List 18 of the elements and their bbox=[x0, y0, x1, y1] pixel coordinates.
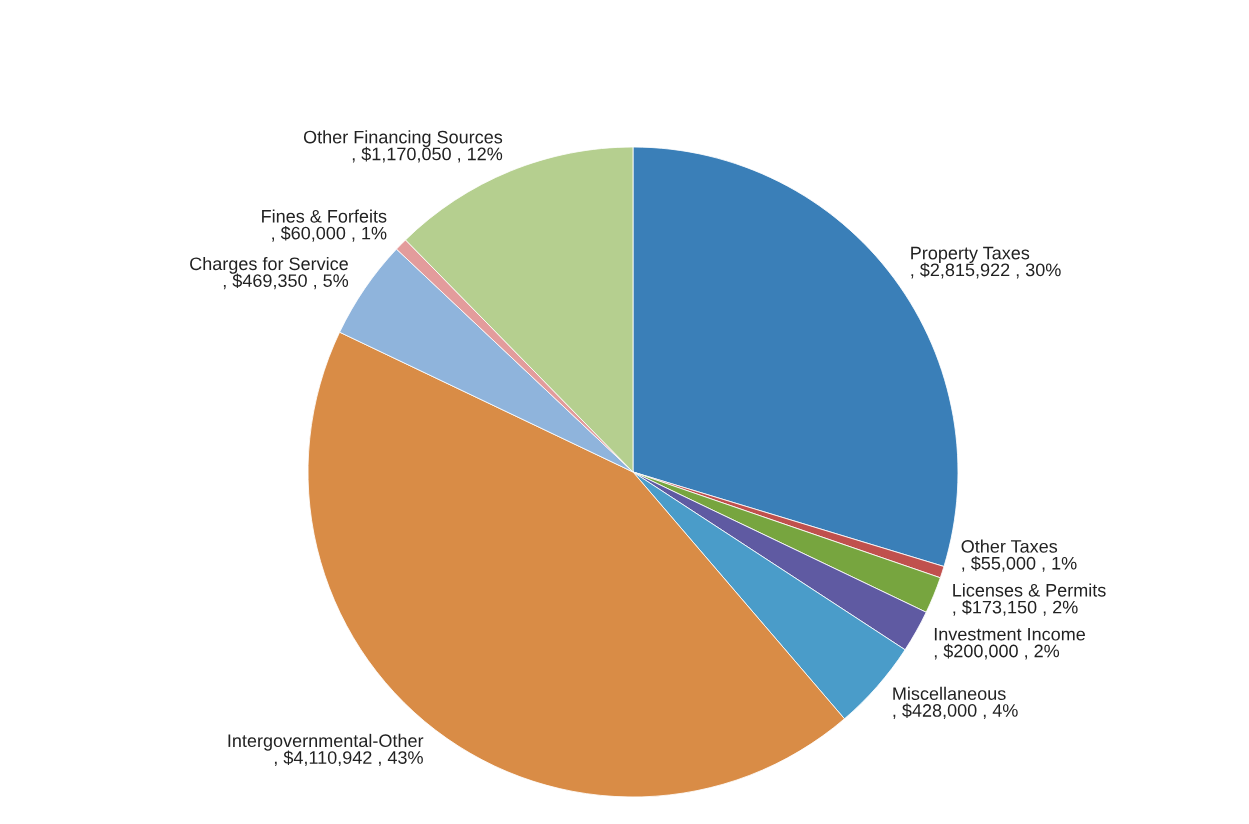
slice-label: Licenses & Permits bbox=[953, 583, 1106, 597]
slice-label: Miscellaneous bbox=[893, 686, 1006, 701]
data-label: , $200,000 , 2% bbox=[934, 643, 1060, 660]
data-label: , $60,000 , 1% bbox=[272, 225, 387, 242]
data-label: , $173,150 , 2% bbox=[953, 599, 1078, 616]
slice-label: Other Financing Sources bbox=[303, 130, 503, 148]
data-label: , $55,000 , 1% bbox=[962, 556, 1077, 572]
data-label: , $428,000 , 4% bbox=[893, 703, 1018, 719]
data-label: , $1,170,050 , 12% bbox=[352, 146, 503, 163]
slice-label: Property Taxes bbox=[911, 246, 1030, 263]
data-label: , $4,110,942 , 43% bbox=[274, 750, 423, 767]
slice-label: Intergovernmental-Other bbox=[228, 733, 424, 751]
slice-label: Fines & Forfeits bbox=[262, 209, 387, 223]
slice-label: Charges for Service bbox=[190, 256, 348, 274]
slice-label: Other Taxes bbox=[961, 539, 1058, 553]
slice-label: Investment Income bbox=[934, 627, 1085, 641]
data-label: , $2,815,922 , 30% bbox=[911, 262, 1061, 279]
data-label: , $469,350 , 5% bbox=[223, 273, 349, 290]
